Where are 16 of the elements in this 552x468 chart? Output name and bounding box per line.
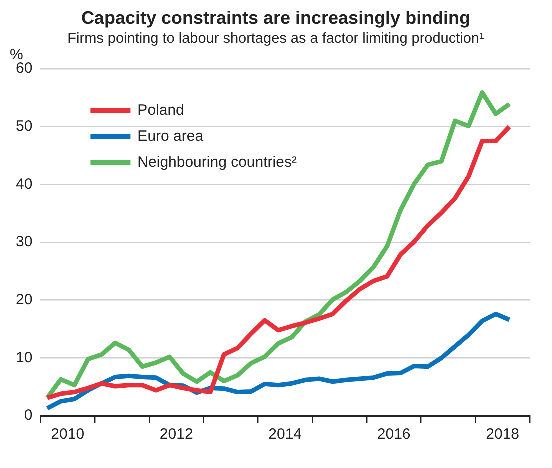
x-tick-label: 2012 [160,426,194,444]
y-tick-label: 0 [24,407,33,424]
x-tick-label: 2010 [51,426,85,444]
legend-label: Poland [138,102,184,120]
y-tick-label: 20 [16,291,33,308]
y-tick-label: 30 [16,234,33,251]
chart-title: Capacity constraints are increasingly binding [80,8,472,29]
y-tick-label: 50 [16,118,33,135]
y-tick-label: 10 [16,349,33,366]
x-tick-label: 2014 [268,426,302,444]
legend-label: Neighbouring countries² [138,154,297,172]
legend-label: Euro area [138,128,204,146]
x-tick-label: 2016 [377,426,411,444]
y-tick-label: 40 [16,176,33,193]
x-tick-label: 2018 [486,426,520,444]
chart-subtitle: Firms pointing to labour shortages as a factor limiting production¹ [66,31,486,47]
